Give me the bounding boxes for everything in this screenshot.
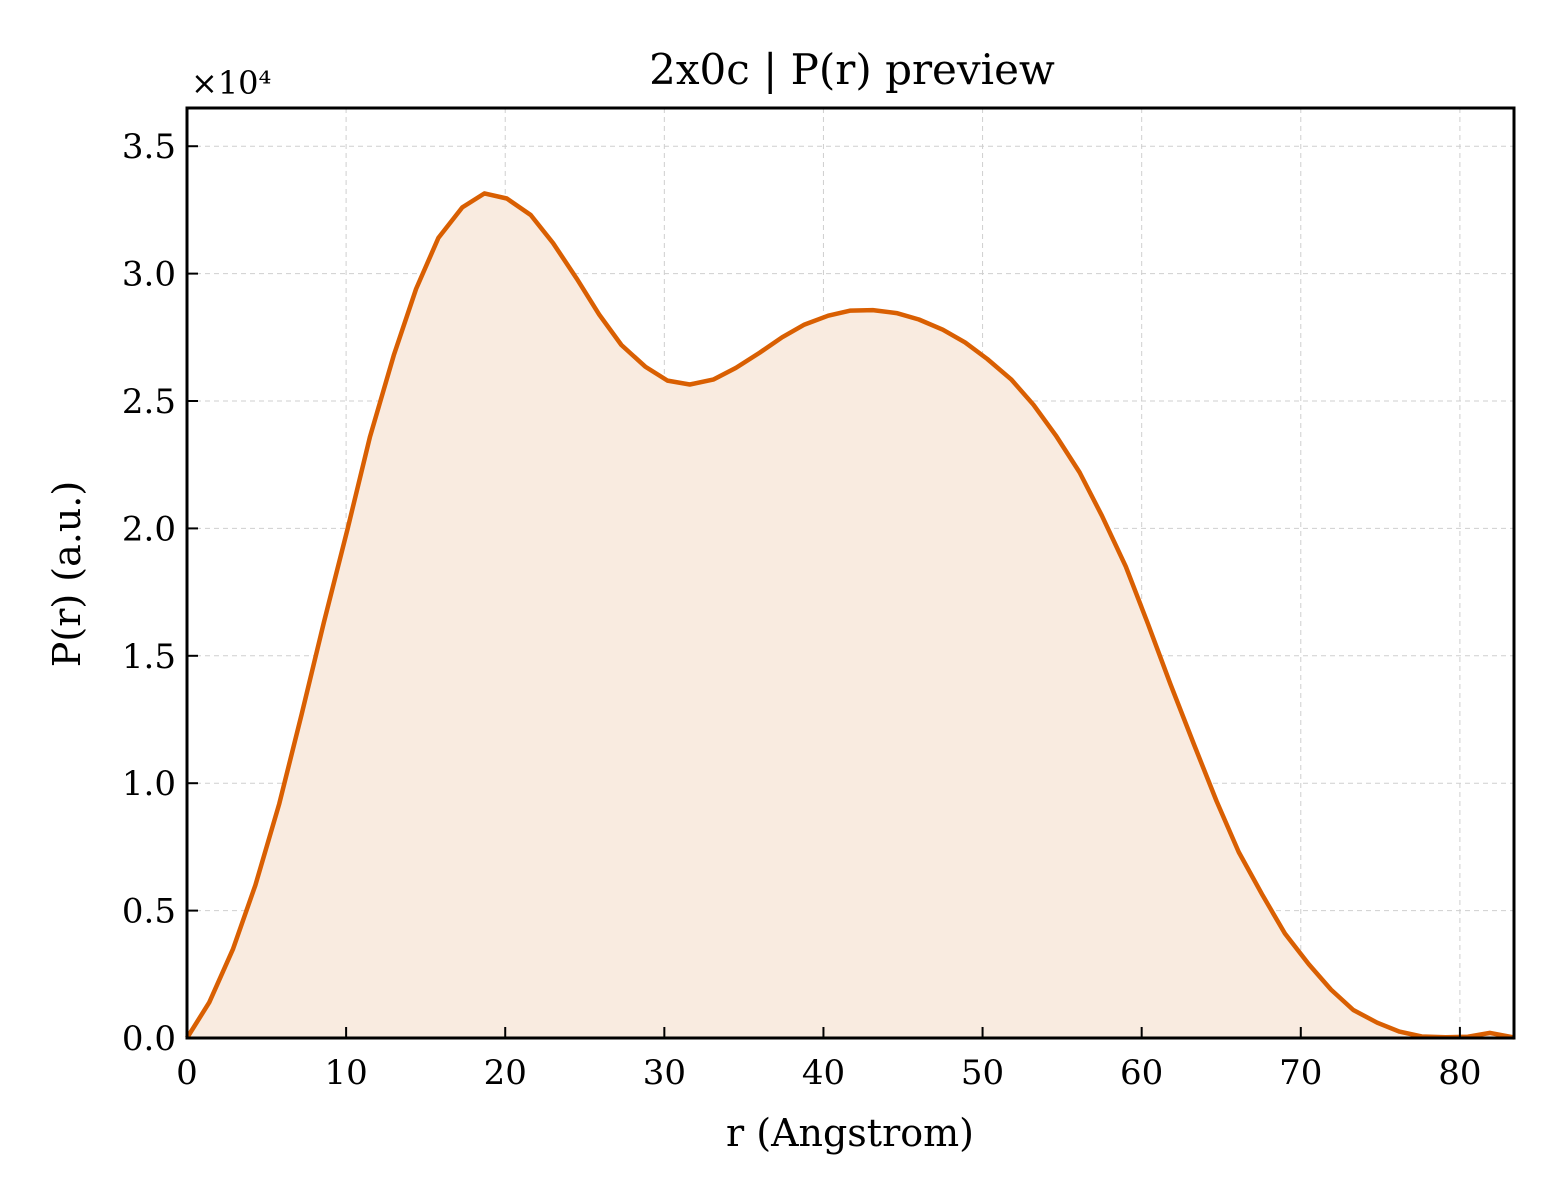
plot-frame [185,106,1516,1040]
x-tick-label: 40 [802,1053,845,1093]
x-tick-label: 50 [961,1053,1004,1093]
y-tick-label: 0.0 [122,1019,176,1059]
chart-title: 2x0c | P(r) preview [649,45,1055,94]
y-tick-label: 1.5 [122,637,176,677]
x-tick-label: 60 [1120,1053,1163,1093]
y-tick-label: 0.5 [122,892,176,932]
x-tick-label: 20 [484,1053,527,1093]
x-tick-label: 0 [176,1053,198,1093]
pr-curve-line [185,191,1515,1040]
data-area [187,193,1514,1038]
y-tick-label: 2.0 [122,509,176,549]
x-tick-label: 10 [324,1053,367,1093]
x-tick-label: 80 [1438,1053,1481,1093]
y-tick-label: 3.0 [122,255,176,295]
x-tick-label: 30 [643,1053,686,1093]
y-tick-label: 2.5 [122,382,176,422]
y-tick-label: 1.0 [122,764,176,804]
y-axis-label: P(r) (a.u.) [45,481,89,667]
y-tick-label: 3.5 [122,127,176,167]
axis-ticks: 0 10 20 30 40 50 60 70 80 0.0 0.5 1.0 1.5 2.0 2.5 3.0 3.… [122,127,1482,1093]
y-multiplier-label: ×10⁴ [191,64,271,102]
x-tick-label: 70 [1279,1053,1322,1093]
pr-fill-area [187,193,1514,1038]
data-line-group [185,191,1515,1040]
x-axis-label: r (Angstrom) [726,1111,974,1155]
